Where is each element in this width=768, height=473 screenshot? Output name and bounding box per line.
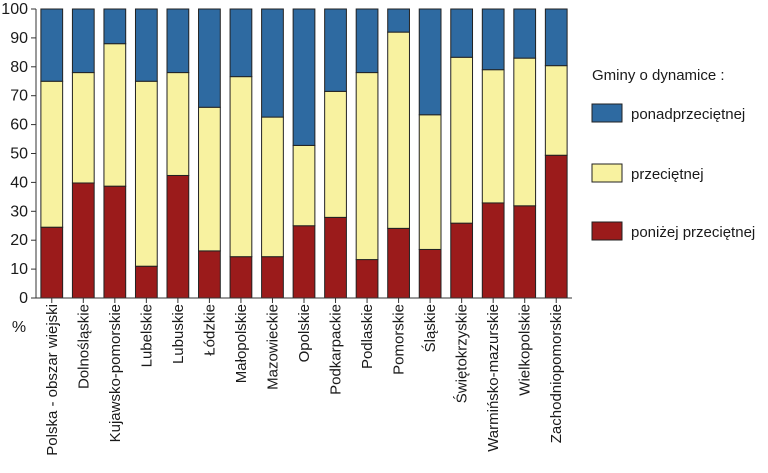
bar-segment-above-average: [198, 8, 221, 108]
category-label: Kujawsko-pomorskie: [107, 304, 124, 442]
bar-segment-average: [450, 56, 474, 224]
bar-segment-above-average: [261, 8, 284, 118]
category-label: Zachodniopomorskie: [548, 304, 565, 443]
bar-segment-average: [261, 116, 284, 258]
bar-segment-above-average: [387, 8, 410, 33]
bar-segment-average: [229, 76, 253, 258]
bar-segment-average: [544, 65, 568, 156]
bar-segment-average: [71, 72, 95, 184]
bar-segment-below-average: [481, 202, 505, 299]
y-tick-label: 20: [10, 232, 28, 249]
bar-segment-average: [324, 90, 347, 218]
category-label: Lubelskie: [138, 304, 155, 367]
bar-segment-above-average: [418, 8, 442, 116]
legend-swatch: [591, 163, 623, 183]
bar-segment-below-average: [324, 216, 347, 299]
bar-segment-average: [418, 114, 442, 250]
bar-segment-above-average: [324, 8, 347, 92]
bar-segment-above-average: [40, 8, 64, 82]
y-tick-label: 50: [10, 146, 28, 163]
bar-segment-above-average: [544, 8, 568, 67]
category-label: Pomorskie: [391, 304, 408, 375]
y-tick-label: 90: [10, 30, 28, 47]
y-tick-label: 30: [10, 203, 28, 220]
bar-segment-average: [166, 72, 190, 176]
bar-segment-below-average: [198, 250, 221, 299]
bar-segment-average: [40, 80, 64, 228]
bar-segment-above-average: [292, 8, 316, 146]
y-tick-label: 10: [10, 261, 28, 278]
bar-segment-above-average: [481, 8, 505, 71]
category-label: Podkarpackie: [328, 304, 345, 395]
category-label: Mazowieckie: [264, 304, 281, 390]
bar-segment-above-average: [103, 8, 127, 45]
category-label: Śląskie: [421, 304, 439, 352]
category-label: Lubuskie: [170, 304, 187, 364]
bar-segment-below-average: [418, 248, 442, 299]
bar-segment-average: [292, 144, 316, 227]
bar-segment-below-average: [387, 227, 410, 299]
bar-segment-below-average: [261, 256, 284, 299]
y-tick-label: 100: [1, 1, 28, 18]
bar-segment-below-average: [292, 225, 316, 299]
axes: 0 10 20 30 40 50 60 70 80 90 100 Polska - obszar wi…: [1, 1, 572, 456]
legend-swatch: [591, 103, 623, 123]
y-tick-label: 0: [19, 290, 28, 307]
y-tick-label: 80: [10, 59, 28, 76]
category-label: Łódzkie: [201, 304, 218, 356]
bar-segment-average: [134, 80, 158, 267]
bar-segment-above-average: [71, 8, 95, 74]
legend-item-label: przeciętnej: [631, 166, 704, 183]
bars: [40, 8, 568, 299]
bar-segment-above-average: [166, 8, 190, 74]
legend-swatch: [591, 221, 623, 241]
category-label: Świętokrzyskie: [453, 304, 471, 403]
bar-segment-average: [198, 106, 221, 252]
category-label: Warmińsko-mazurskie: [485, 304, 502, 452]
bar-segment-below-average: [166, 174, 190, 299]
legend: Gminy o dynamice : ponadprzeciętnej przec…: [591, 67, 755, 241]
category-label: Wielkopolskie: [517, 304, 534, 396]
bar-segment-above-average: [450, 8, 474, 58]
bar-segment-below-average: [544, 154, 568, 299]
bar-segment-above-average: [513, 8, 537, 59]
category-label: Podlaskie: [359, 304, 376, 369]
bar-segment-average: [387, 31, 410, 229]
bar-segment-below-average: [513, 205, 537, 299]
bar-segment-average: [513, 57, 537, 207]
y-axis-unit-label: %: [12, 319, 26, 336]
bar-segment-above-average: [134, 8, 158, 82]
category-label: Polska - obszar wiejski: [44, 304, 61, 456]
bar-segment-below-average: [450, 222, 474, 299]
bar-segment-below-average: [355, 259, 379, 299]
bar-segment-below-average: [71, 182, 95, 299]
category-label: Dolnośląskie: [75, 304, 92, 389]
legend-item-label: poniżej przeciętnej: [631, 224, 755, 241]
bar-segment-below-average: [103, 185, 127, 299]
y-tick-label: 60: [10, 117, 28, 134]
y-tick-label: 40: [10, 174, 28, 191]
bar-segment-average: [481, 69, 505, 204]
bar-segment-average: [103, 43, 127, 187]
bar-segment-below-average: [229, 256, 253, 299]
bar-segment-above-average: [229, 8, 253, 78]
category-label: Małopolskie: [233, 304, 250, 383]
legend-item-label: ponadprzeciętnej: [631, 106, 745, 123]
legend-title: Gminy o dynamice :: [592, 67, 725, 84]
bar-segment-above-average: [355, 8, 379, 74]
bar-segment-below-average: [134, 265, 158, 299]
category-label: Opolskie: [296, 304, 313, 362]
bar-segment-below-average: [40, 226, 64, 299]
y-tick-label: 70: [10, 88, 28, 105]
bar-segment-average: [355, 72, 379, 261]
